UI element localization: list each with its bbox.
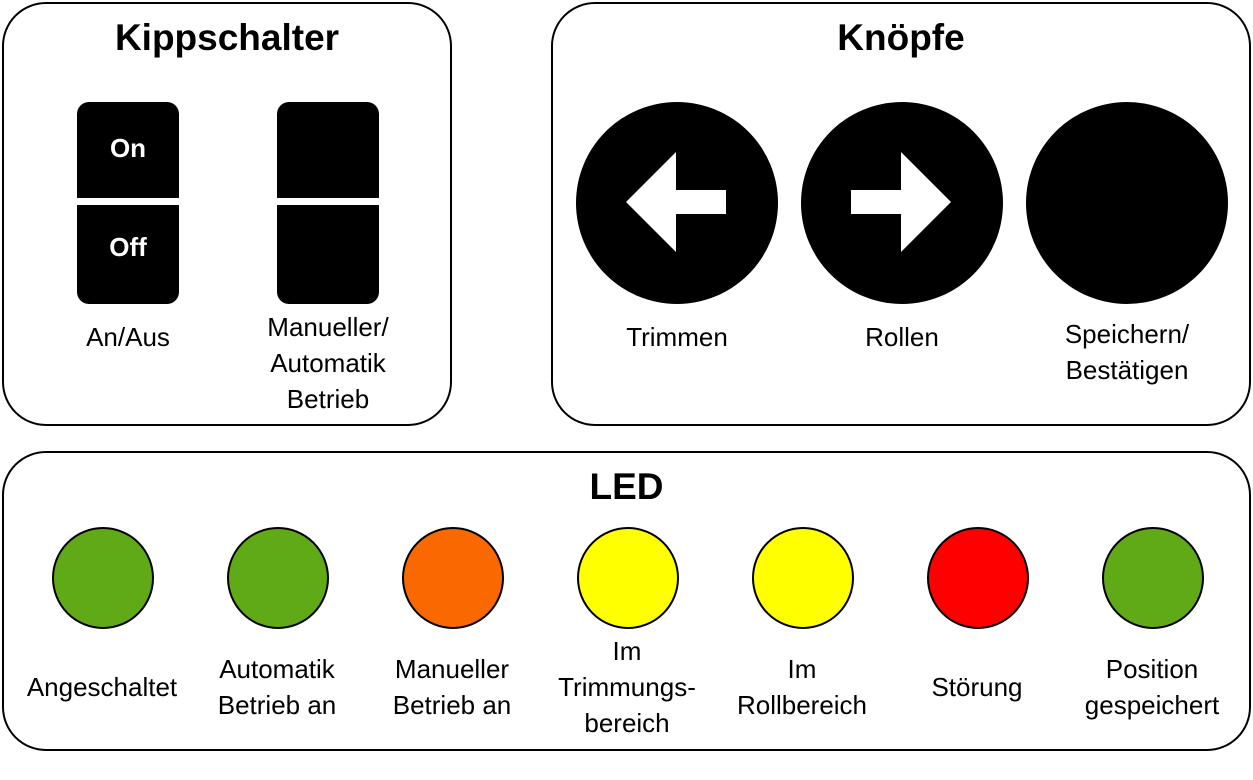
led-panel: LED Angeschaltet Automatik Betrieb an Ma… (2, 451, 1251, 751)
led-caption-roll-range: Im Rollbereich (736, 654, 868, 720)
button-caption-save: Speichern/ Bestätigen (1064, 319, 1190, 385)
button-caption-roll: Rollen (865, 322, 939, 352)
roll-button[interactable] (801, 102, 1003, 304)
led-caption-automatic-mode: Automatik Betrieb an (217, 654, 337, 720)
toggle-panel-title: Kippschalter (114, 17, 340, 58)
led-caption-manual-mode: Manueller Betrieb an (392, 654, 512, 720)
switch-on-label: On (109, 133, 147, 163)
switch-divider (277, 198, 379, 205)
button-caption-trim: Trimmen (626, 322, 728, 352)
mode-toggle-switch[interactable] (277, 102, 379, 304)
on-off-toggle-switch[interactable]: On Off (77, 102, 179, 304)
led-caption-fault: Störung (931, 672, 1023, 702)
led-manual-mode (402, 527, 504, 629)
led-powered-on (52, 527, 154, 629)
led-position-saved (1102, 527, 1204, 629)
led-panel-title: LED (589, 466, 664, 507)
switch-divider (77, 198, 179, 205)
toggle-switch-panel: Kippschalter On Off An/Aus Manueller/ Au… (2, 2, 452, 426)
arrow-left-icon (626, 152, 726, 252)
switch-off-label: Off (109, 232, 147, 262)
led-automatic-mode (227, 527, 329, 629)
led-caption-trim-range: Im Trimmungs- bereich (558, 636, 696, 738)
led-caption-powered-on: Angeschaltet (26, 672, 178, 702)
arrow-right-icon (851, 152, 951, 252)
button-panel-title: Knöpfe (837, 17, 965, 58)
switch-caption-mode: Manueller/ Automatik Betrieb (267, 312, 389, 414)
trim-button[interactable] (576, 102, 778, 304)
led-caption-position-saved: Position gespeichert (1084, 654, 1220, 720)
led-trim-range (577, 527, 679, 629)
led-roll-range (752, 527, 854, 629)
save-confirm-button[interactable] (1026, 102, 1228, 304)
led-fault (927, 527, 1029, 629)
button-panel: Knöpfe Trimmen Rollen Speichern/ Bestäti… (551, 2, 1251, 426)
switch-caption-on-off: An/Aus (86, 322, 170, 352)
